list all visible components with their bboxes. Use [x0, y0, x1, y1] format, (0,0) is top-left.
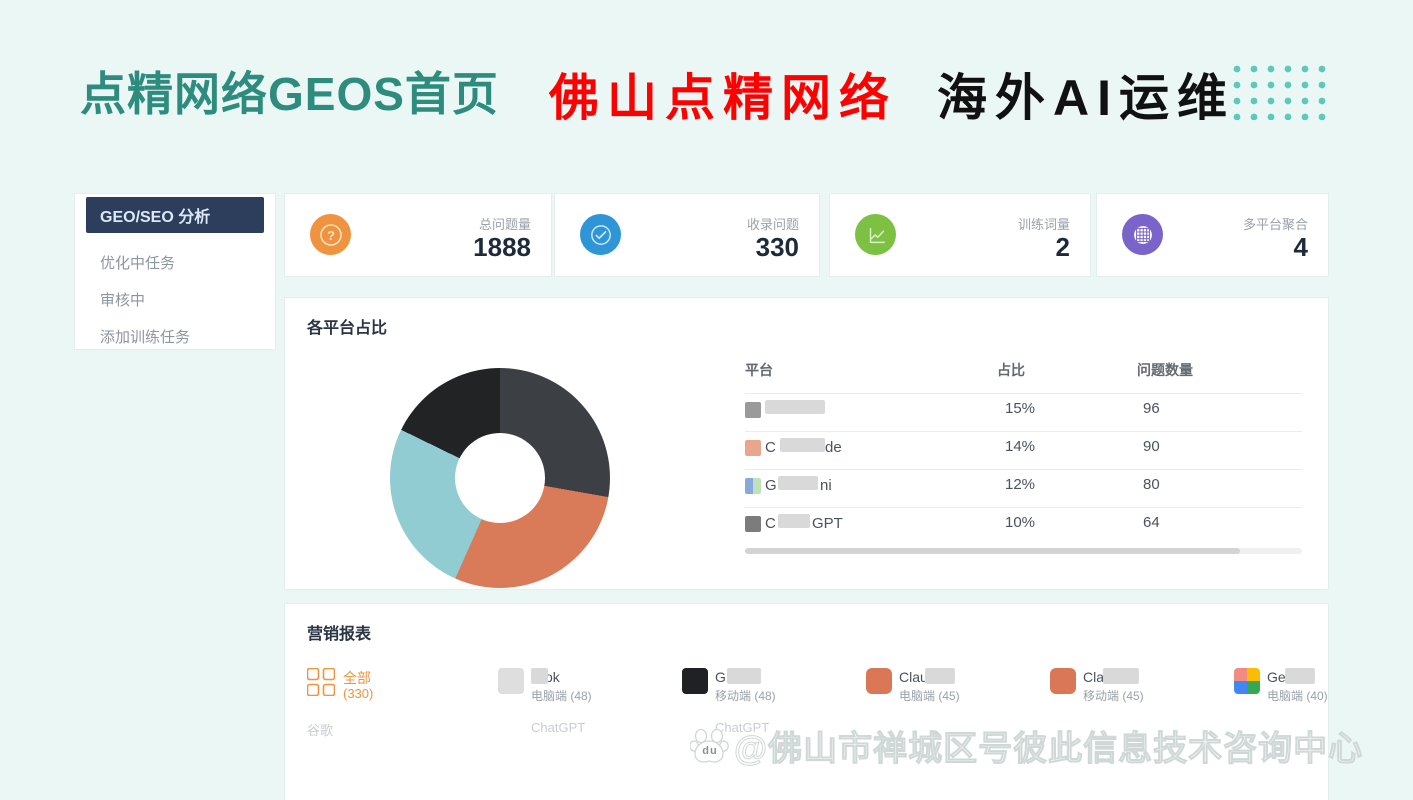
svg-text:?: ? — [327, 228, 335, 243]
svg-text:du: du — [702, 745, 717, 757]
